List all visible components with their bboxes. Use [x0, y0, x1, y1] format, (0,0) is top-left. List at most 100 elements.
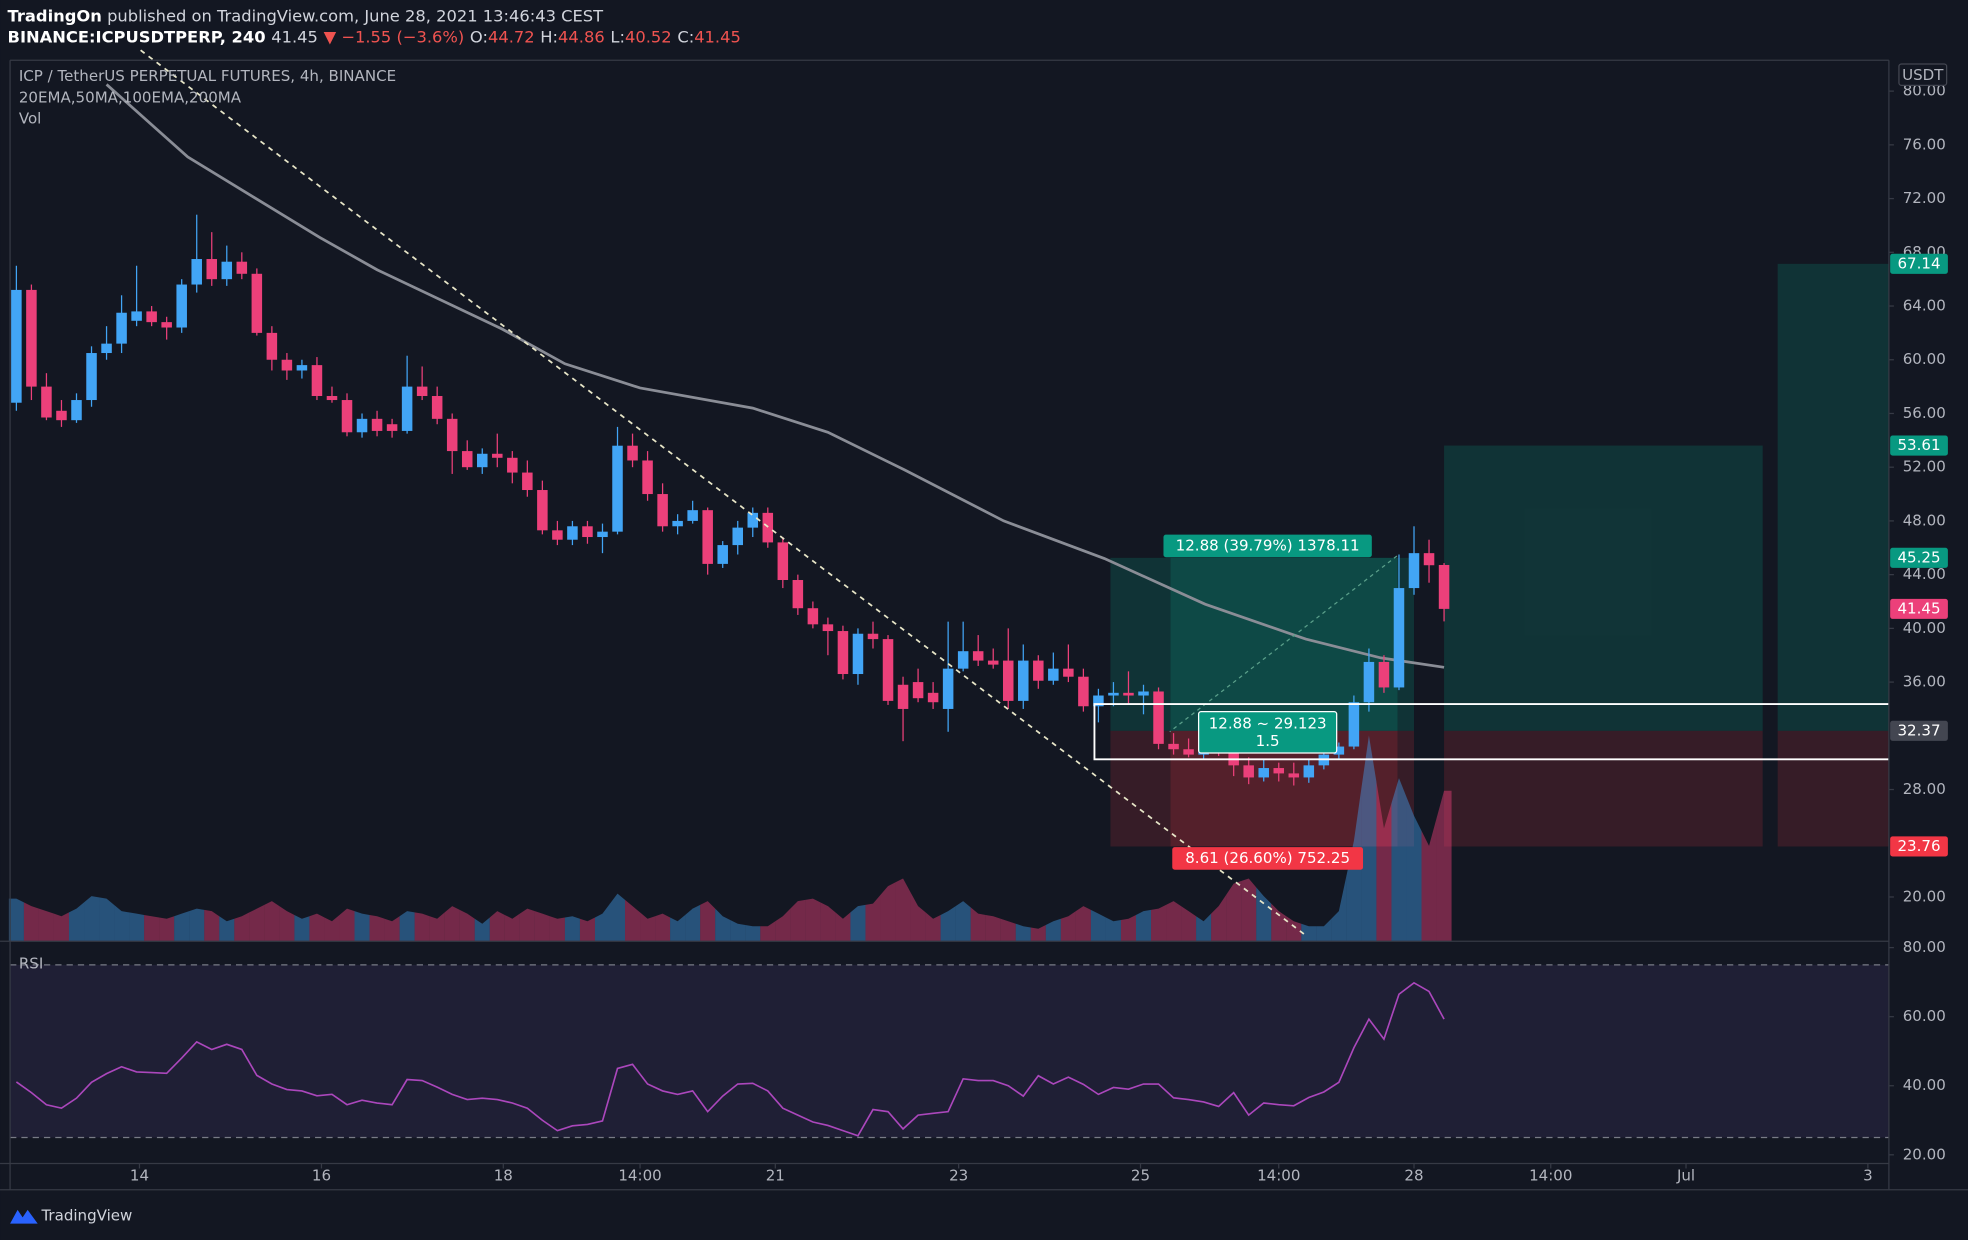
candle-body — [627, 445, 638, 461]
candle-body — [912, 682, 924, 699]
volume-area — [910, 892, 926, 942]
volume-area — [805, 898, 821, 942]
marks-layer — [8, 83, 1452, 1137]
candle-body — [1393, 588, 1405, 688]
volume-area — [775, 908, 791, 942]
candle-body — [1348, 702, 1360, 747]
volume-area — [23, 902, 39, 942]
candle-body — [732, 527, 743, 546]
candle-body — [41, 386, 52, 418]
rsi-line — [15, 981, 1445, 1137]
volume-area — [279, 906, 295, 942]
trend-line — [140, 49, 1306, 936]
candle-body — [341, 400, 353, 433]
rsi-band-fill — [10, 964, 1889, 1138]
candle-body — [86, 353, 97, 401]
candle-body — [1153, 691, 1164, 744]
volume-area — [985, 914, 1001, 942]
price-label: 41.45 — [1897, 599, 1940, 617]
volume-area — [1406, 796, 1422, 942]
candle-body — [386, 424, 398, 431]
volume-area — [8, 898, 24, 942]
ratio-value: 1.5 — [1256, 732, 1280, 750]
volume-area — [129, 912, 145, 942]
rsi-label: RSI — [19, 954, 43, 972]
candle-body — [101, 343, 112, 354]
candle-body — [987, 660, 999, 665]
candle-body — [492, 453, 503, 458]
volume-area — [880, 882, 896, 942]
candle-body — [1408, 553, 1420, 589]
candle-body — [972, 651, 984, 661]
candle-body — [897, 684, 909, 709]
price-label-box — [1890, 836, 1948, 857]
candle-body — [476, 453, 488, 468]
ohlc-label: H: — [540, 27, 558, 46]
candle-body — [1108, 692, 1119, 696]
y-tick-label: 48.00 — [1903, 511, 1946, 529]
candle-body — [1243, 765, 1254, 778]
candle-body — [672, 520, 683, 527]
candle-body — [1303, 765, 1315, 778]
volume-area — [670, 914, 686, 942]
y-tick-label: 60.00 — [1903, 350, 1946, 368]
range-box — [1093, 703, 1889, 761]
candle-body — [431, 396, 443, 419]
y-tick-label: 56.00 — [1903, 404, 1946, 422]
candle-body — [1033, 660, 1044, 681]
volume-area — [189, 908, 205, 942]
volume-area — [53, 912, 69, 942]
candle-body — [747, 512, 759, 528]
last: 41.45 — [271, 27, 318, 46]
price-label-box — [1890, 598, 1948, 619]
candle-body — [176, 284, 187, 328]
chart-title: ICP / TetherUS PERPETUAL FUTURES, 4h, BI… — [19, 67, 396, 85]
ohlc-value: 41.45 — [694, 27, 741, 46]
candle-body — [687, 510, 698, 521]
volume-area — [1075, 906, 1091, 942]
candle-body — [311, 365, 323, 397]
ema-line — [105, 83, 1445, 669]
brand-logo[interactable]: TradingView — [10, 1207, 132, 1225]
candle-body — [1018, 660, 1029, 701]
volume-area — [760, 921, 776, 942]
volume-area — [324, 914, 340, 942]
candle-body — [446, 418, 458, 452]
volume-area — [655, 913, 671, 942]
candle-body — [461, 451, 473, 468]
volume-area — [1181, 906, 1197, 942]
ohlc-value: 44.86 — [558, 27, 605, 46]
volume-area — [369, 914, 385, 942]
y-tick-label: 20.00 — [1903, 887, 1946, 905]
candle-body — [882, 639, 894, 701]
volume-area — [444, 906, 460, 942]
candle-body — [146, 311, 157, 323]
volume-area — [1105, 917, 1121, 942]
volume-area — [204, 909, 220, 942]
x-tick-label: 18 — [494, 1166, 513, 1184]
volume-area — [1000, 918, 1016, 942]
volume-area — [504, 913, 520, 942]
candle-body — [762, 512, 774, 543]
candle-body — [1078, 676, 1089, 707]
loss-label: 8.61 (26.60%) 752.25 — [1185, 849, 1350, 867]
volume-area — [1331, 876, 1347, 942]
volume-area — [384, 916, 400, 942]
volume-area — [745, 924, 761, 942]
volume-area — [865, 894, 881, 942]
volume-area — [174, 911, 190, 942]
price-label: 32.37 — [1897, 721, 1940, 739]
ohlc-label: O: — [470, 27, 488, 46]
candle-body — [522, 472, 533, 491]
candle-body — [777, 542, 789, 581]
volume-area — [579, 917, 595, 942]
candle-body — [507, 457, 518, 473]
y-tick-label: 36.00 — [1903, 673, 1946, 691]
volume-area — [700, 901, 716, 942]
volume-area — [1421, 818, 1437, 942]
candle-body — [657, 494, 668, 527]
target-zone — [1444, 445, 1763, 731]
volume-area — [38, 908, 54, 942]
